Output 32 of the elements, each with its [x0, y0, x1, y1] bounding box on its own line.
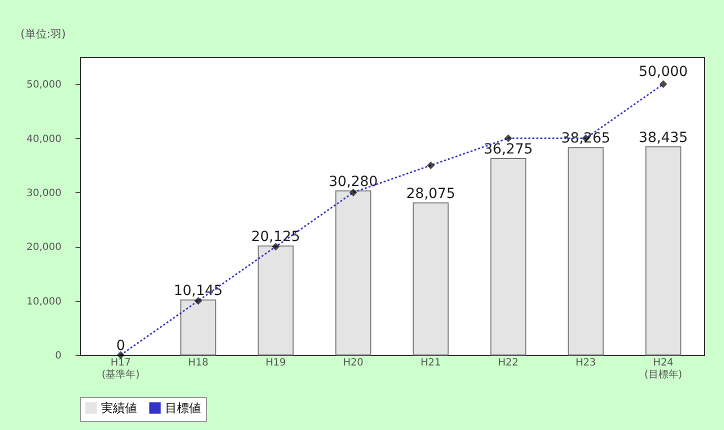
data-label: 38,435: [638, 130, 688, 146]
legend-label: 実績値: [101, 401, 137, 415]
y-tick-label: 40,000: [26, 134, 62, 145]
y-axis-title: (単位:羽): [20, 28, 66, 40]
x-tick-label: H23: [576, 358, 596, 368]
x-tick-label: H17 (基準年): [102, 358, 140, 380]
bar: [258, 245, 294, 356]
bar: [180, 300, 216, 356]
bar: [490, 158, 526, 356]
data-label: 36,275: [484, 141, 533, 158]
x-tick-label: H20: [343, 358, 364, 368]
bar: [412, 202, 449, 356]
y-tick-label: 0: [55, 350, 62, 362]
bar: [645, 146, 682, 356]
y-tick-label: 10,000: [26, 296, 62, 308]
y-tick-label: 30,000: [26, 188, 62, 199]
bar: [335, 190, 372, 356]
x-tick-label: H19: [266, 358, 286, 368]
data-label: 20,125: [251, 228, 300, 245]
data-label: 0: [116, 338, 126, 354]
x-tick-label: H18: [188, 358, 208, 368]
y-tick-label: 20,000: [26, 242, 62, 254]
legend-label: 目標値: [165, 401, 201, 415]
x-tick-label: H22: [498, 358, 518, 368]
y-tick-label: 50,000: [26, 80, 62, 91]
data-label: 28,075: [406, 186, 456, 202]
x-tick-label: H24 (目標年): [644, 358, 682, 380]
x-tick-label: H21: [420, 358, 441, 368]
bar: [568, 147, 604, 356]
data-label: 50,000: [638, 64, 688, 80]
data-label: 30,280: [328, 174, 378, 190]
data-label: 10,145: [174, 283, 223, 300]
